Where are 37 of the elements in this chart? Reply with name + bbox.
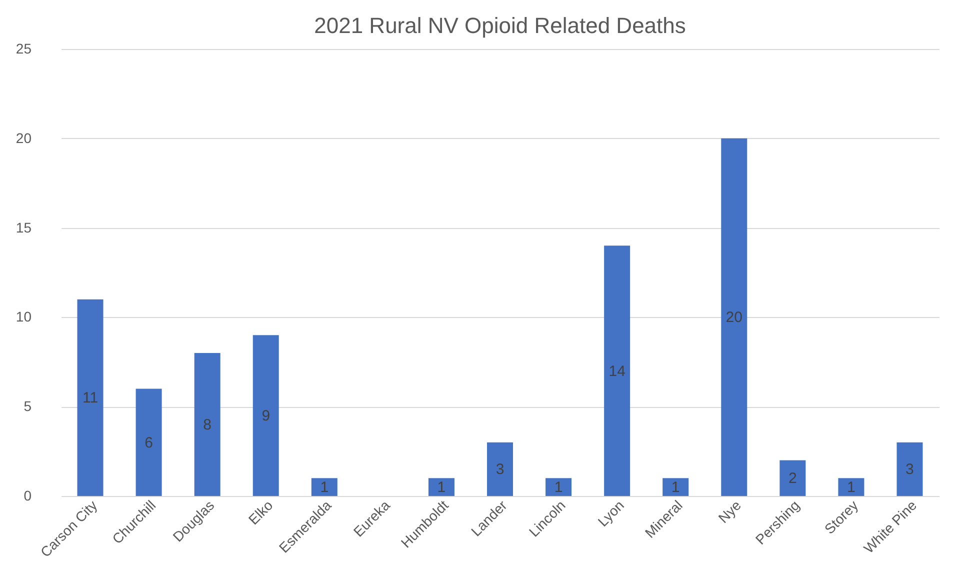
x-tick-label: Elko [245, 496, 276, 528]
data-label: 1 [554, 479, 563, 496]
bar [604, 246, 630, 496]
bar [780, 460, 806, 496]
chart-title: 2021 Rural NV Opioid Related Deaths [314, 13, 686, 38]
data-label: 6 [144, 434, 153, 452]
data-label: 1 [320, 479, 329, 496]
data-label: 2 [788, 470, 797, 488]
y-tick-label: 25 [16, 40, 32, 56]
bar [662, 478, 689, 496]
bar [77, 299, 104, 496]
bar [896, 442, 923, 496]
bar [838, 478, 864, 496]
data-label: 1 [437, 479, 446, 496]
bar [252, 335, 279, 496]
data-label: 3 [906, 461, 914, 478]
y-tick-label: 15 [16, 219, 32, 236]
y-tick-label: 0 [24, 488, 32, 504]
bar [136, 388, 162, 496]
y-tick-label: 5 [24, 398, 32, 414]
bar [546, 478, 572, 496]
data-label: 1 [671, 479, 680, 496]
y-tick-label: 20 [16, 130, 32, 146]
data-label: 1 [847, 479, 856, 496]
data-label: 20 [726, 309, 742, 326]
y-tick-label: 10 [16, 308, 32, 325]
data-label: 3 [496, 461, 504, 478]
bar [428, 478, 454, 496]
data-label: 14 [608, 362, 626, 380]
bar [487, 442, 513, 496]
bar [194, 352, 220, 496]
x-tick-label: Nye [715, 496, 744, 526]
data-label: 8 [203, 416, 212, 434]
bar [311, 478, 338, 496]
data-label: 9 [262, 408, 270, 425]
data-label: 11 [82, 390, 98, 407]
bar [721, 138, 748, 496]
